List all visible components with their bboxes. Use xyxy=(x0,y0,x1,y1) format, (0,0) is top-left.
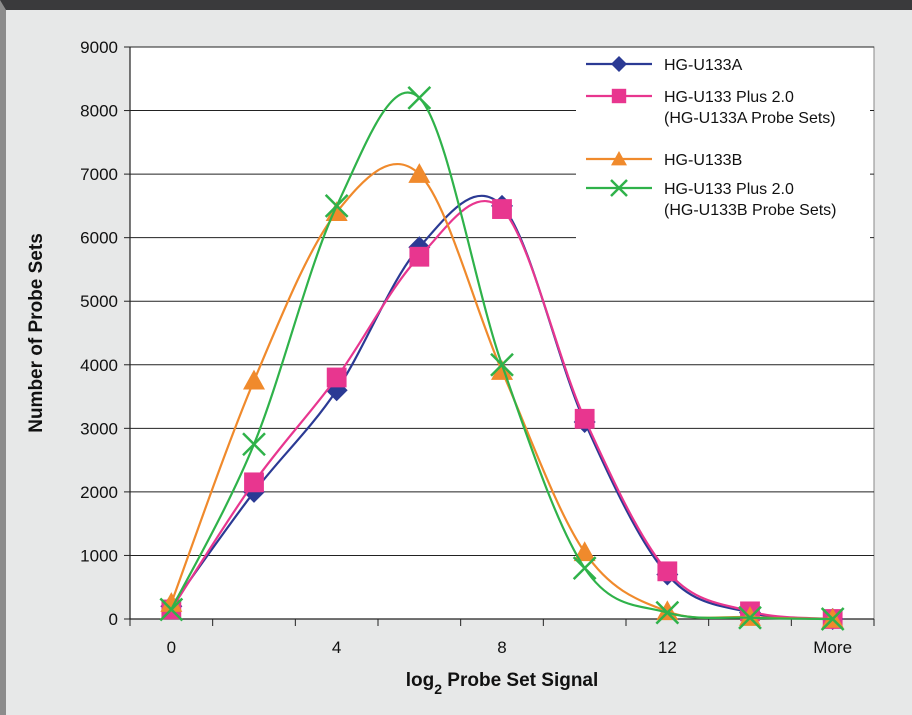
x-marker-stroke xyxy=(572,556,597,581)
y-tick-label: 2000 xyxy=(80,483,118,502)
legend-entry: HG-U133 Plus 2.0 (HG-U133A Probe Sets) xyxy=(586,88,836,127)
x-axis-title: log2 Probe Set Signal xyxy=(406,670,599,697)
square-marker xyxy=(657,561,678,582)
x-tick-label: 8 xyxy=(497,638,506,657)
x-tick-label: 4 xyxy=(332,638,341,657)
series-line xyxy=(170,91,833,621)
y-tick-label: 6000 xyxy=(80,229,118,248)
legend-sublabel: (HG-U133B Probe Sets) xyxy=(664,202,837,219)
x-marker xyxy=(159,597,184,622)
x-marker xyxy=(490,352,514,377)
triangle-marker xyxy=(408,163,431,183)
y-tick-label: 8000 xyxy=(80,102,118,121)
legend-entry: HG-U133B xyxy=(586,151,742,169)
x-marker-stroke xyxy=(820,607,845,631)
triangle-marker xyxy=(491,360,513,380)
x-marker xyxy=(572,556,597,581)
x-axis-title-main: log xyxy=(406,670,435,691)
x-marker xyxy=(610,179,628,197)
y-tick-label: 9000 xyxy=(80,38,118,57)
x-marker-stroke xyxy=(738,605,762,630)
y-axis-title: Number of Probe Sets xyxy=(26,233,47,433)
square-marker xyxy=(409,246,430,267)
series-4 xyxy=(159,85,845,631)
triangle-marker xyxy=(573,541,596,562)
x-marker xyxy=(242,432,266,457)
y-tick-label: 3000 xyxy=(80,419,118,438)
square-marker xyxy=(492,199,512,219)
triangle-marker xyxy=(243,369,265,390)
x-marker-stroke xyxy=(610,179,628,197)
y-tick-label: 4000 xyxy=(80,356,118,375)
x-marker-stroke xyxy=(159,597,184,622)
y-tick-label: 7000 xyxy=(80,165,118,184)
diamond-marker xyxy=(611,56,627,72)
triangle-marker xyxy=(160,592,183,612)
x-tick-labels: 0 4 8 12 More xyxy=(167,638,852,657)
legend: HG-U133A HG-U133 Plus 2.0 (HG-U133A Probe … xyxy=(586,56,837,219)
x-marker-stroke xyxy=(324,194,349,218)
square-marker xyxy=(574,408,595,429)
triangle-marker xyxy=(611,151,627,166)
series-group xyxy=(159,85,845,631)
x-marker xyxy=(324,194,349,218)
legend-label: HG-U133 Plus 2.0 xyxy=(664,181,794,198)
y-tick-label: 1000 xyxy=(80,546,118,565)
x-tick-label: More xyxy=(813,638,852,657)
x-tick-label: 12 xyxy=(658,638,677,657)
legend-label: HG-U133 Plus 2.0 xyxy=(664,89,794,106)
x-axis-title-rest: Probe Set Signal xyxy=(442,670,598,691)
x-marker xyxy=(655,600,680,625)
x-marker xyxy=(407,85,432,110)
x-marker-stroke xyxy=(407,85,432,110)
legend-label: HG-U133A xyxy=(664,57,743,74)
x-marker-stroke xyxy=(655,600,680,625)
legend-label: HG-U133B xyxy=(664,152,742,169)
legend-sublabel: (HG-U133A Probe Sets) xyxy=(664,110,836,127)
x-marker xyxy=(820,607,845,631)
square-marker xyxy=(244,472,264,493)
x-marker-stroke xyxy=(490,352,514,377)
y-tick-label: 5000 xyxy=(80,292,118,311)
y-tick-labels: 0 1000 2000 3000 4000 5000 6000 7000 8000 9000 xyxy=(80,38,118,629)
x-marker xyxy=(738,605,762,630)
square-marker xyxy=(326,367,347,388)
legend-entry: HG-U133 Plus 2.0 (HG-U133B Probe Sets) xyxy=(586,179,837,219)
legend-box xyxy=(576,52,870,240)
x-tick-label: 0 xyxy=(167,638,176,657)
x-axis-title-sub: 2 xyxy=(434,681,442,697)
square-marker xyxy=(611,88,627,104)
y-tick-label: 0 xyxy=(109,610,118,629)
legend-entry: HG-U133A xyxy=(586,56,743,74)
x-marker-stroke xyxy=(242,432,266,457)
